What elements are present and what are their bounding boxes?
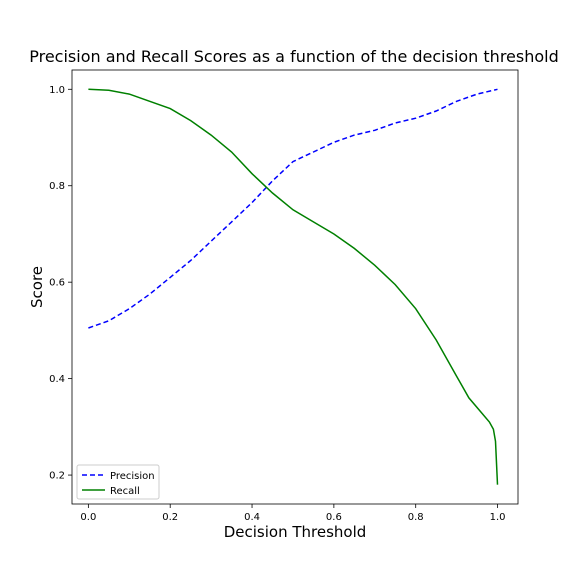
x-tick-label: 1.0 — [490, 512, 506, 523]
plot-frame — [71, 69, 519, 505]
y-tick-label: 0.2 — [49, 471, 65, 482]
y-tick-label: 1.0 — [49, 85, 65, 96]
series-precision-line — [88, 88, 498, 329]
legend-precision-label: Precision — [110, 471, 155, 482]
y-axis-label: Score — [28, 266, 46, 308]
series-recall-line — [88, 88, 499, 485]
x-tick-label: 0.6 — [326, 512, 342, 523]
legend-recall-label: Recall — [110, 486, 140, 497]
x-tick-label: 0.2 — [162, 512, 178, 523]
plot-area — [71, 69, 519, 505]
y-axis-ticks: 0.2 0.4 0.6 0.8 1.0 — [49, 85, 72, 482]
y-tick-label: 0.4 — [49, 374, 65, 385]
x-axis-label: Decision Threshold — [224, 523, 367, 541]
x-tick-label: 0.4 — [244, 512, 260, 523]
chart-title: Precision and Recall Scores as a functio… — [29, 47, 559, 66]
x-axis-ticks: 0.0 0.2 0.4 0.6 0.8 1.0 — [80, 504, 505, 523]
x-tick-label: 0.0 — [80, 512, 96, 523]
y-tick-label: 0.6 — [49, 278, 65, 289]
x-tick-label: 0.8 — [408, 512, 424, 523]
series-layer — [88, 88, 499, 485]
y-tick-label: 0.8 — [49, 181, 65, 192]
legend: Precision Recall — [76, 464, 160, 500]
